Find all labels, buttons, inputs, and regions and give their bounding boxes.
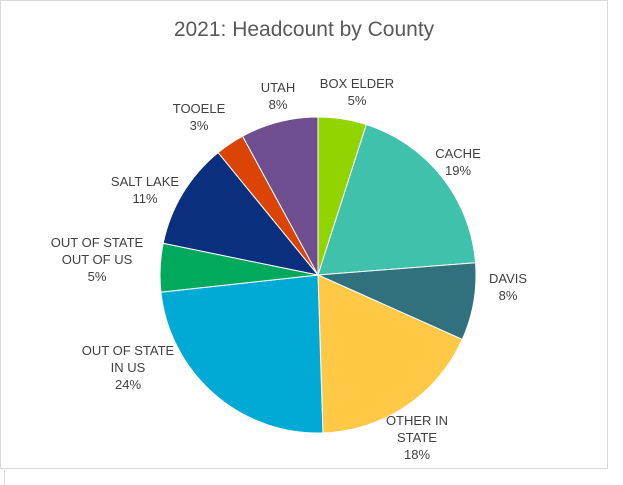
slice-category-label: OUT OF US (62, 252, 133, 267)
slice-category-label: IN US (111, 360, 146, 375)
slice-category-label: DAVIS (489, 271, 527, 286)
divider (4, 470, 5, 485)
slice-category-label: SALT LAKE (111, 174, 179, 189)
slice-percent-label: 8% (499, 288, 518, 303)
pie-slice-out-of-state-in-us (160, 274, 324, 434)
pie-slice-salt-lake (162, 151, 320, 276)
slice-category-label: TOOELE (173, 101, 226, 116)
slice-percent-label: 18% (404, 447, 430, 462)
chart-title: 2021: Headcount by County (173, 18, 435, 41)
slice-percent-label: 24% (115, 377, 141, 392)
slice-category-label: OUT OF STATE (51, 235, 144, 250)
slice-category-label: BOX ELDER (320, 76, 394, 91)
pie-slice-cache (317, 123, 477, 276)
slice-percent-label: 8% (269, 97, 288, 112)
pie-slice-utah (241, 116, 319, 276)
slice-percent-label: 3% (190, 118, 209, 133)
slice-category-label: UTAH (261, 80, 295, 95)
slice-percent-label: 11% (132, 191, 157, 206)
slice-category-label: CACHE (435, 146, 481, 161)
slice-category-label: OUT OF STATE (82, 343, 175, 358)
slice-category-label: STATE (397, 430, 437, 445)
slice-percent-label: 5% (348, 93, 367, 108)
slice-category-label: OTHER IN (386, 413, 448, 428)
slice-percent-label: 19% (445, 163, 471, 178)
pie-slice-other-in-state (317, 274, 463, 434)
slice-percent-label: 5% (88, 269, 107, 284)
